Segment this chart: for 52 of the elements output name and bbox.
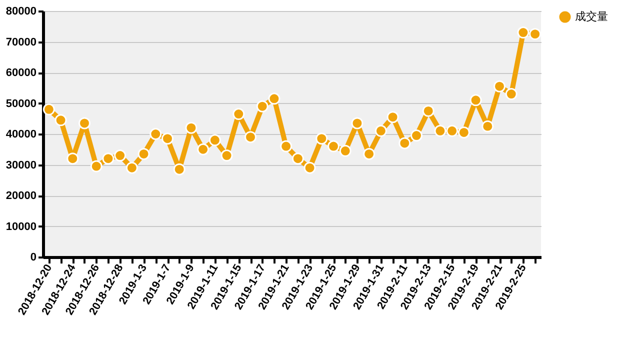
point <box>386 111 399 124</box>
point <box>162 132 174 145</box>
point <box>42 103 55 116</box>
point <box>529 28 542 40</box>
y-tick-label: 10000 <box>6 220 36 233</box>
point <box>268 92 280 105</box>
point <box>197 143 210 156</box>
legend-label: 成交量 <box>575 10 608 23</box>
point <box>54 114 67 126</box>
point <box>458 126 470 138</box>
point <box>434 124 446 137</box>
y-tick-label: 40000 <box>6 128 36 140</box>
point <box>208 134 221 146</box>
point <box>126 162 138 174</box>
point <box>292 152 304 165</box>
point <box>316 132 328 145</box>
point <box>446 124 458 137</box>
point <box>173 163 186 176</box>
point <box>280 140 292 152</box>
point <box>114 150 126 162</box>
point <box>505 88 518 100</box>
point <box>374 124 387 137</box>
y-tick-label: 0 <box>30 252 36 264</box>
point <box>351 117 364 130</box>
point <box>470 94 482 106</box>
point <box>90 160 102 172</box>
point <box>185 122 198 134</box>
point <box>304 162 316 174</box>
point <box>102 152 114 165</box>
point <box>363 148 376 160</box>
y-tick-label: 30000 <box>6 159 36 172</box>
point <box>244 131 256 144</box>
point <box>398 137 411 150</box>
point <box>517 26 530 39</box>
point <box>410 130 422 142</box>
point <box>339 144 352 157</box>
point <box>66 152 79 165</box>
point <box>482 120 494 132</box>
y-tick-label: 60000 <box>6 67 36 79</box>
point <box>232 108 245 120</box>
point <box>494 80 506 92</box>
point <box>328 140 340 152</box>
y-tick-label: 20000 <box>6 190 36 202</box>
point <box>256 100 268 112</box>
point <box>422 104 434 117</box>
point <box>138 148 150 160</box>
point <box>78 117 90 130</box>
y-tick-label: 50000 <box>6 98 36 110</box>
y-tick-label: 80000 <box>6 6 36 18</box>
y-tick-label: 70000 <box>6 36 36 48</box>
point <box>220 150 233 162</box>
point <box>150 128 162 140</box>
